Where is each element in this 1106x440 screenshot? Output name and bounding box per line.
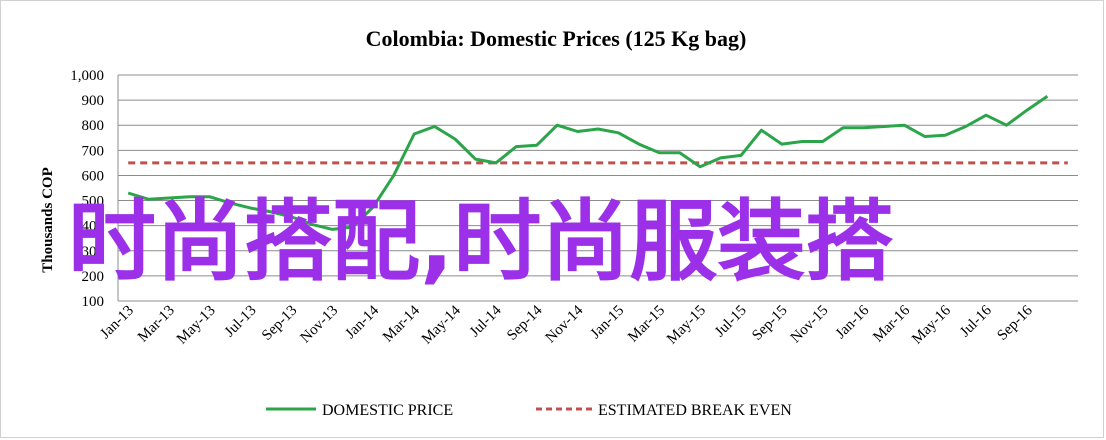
gridlines [117,74,1078,302]
series-lines [127,95,1068,231]
x-tick-Sep-14: Sep-14 [504,302,546,344]
y-tick-400: 400 [82,219,105,235]
y-tick-200: 200 [82,269,105,285]
x-tick-Nov-15: Nov-15 [788,303,832,347]
y-tick-800: 800 [82,118,105,134]
y-tick-1000: 1,000 [70,68,104,84]
y-tick-600: 600 [82,168,105,184]
y-tick-labels: 100 200 300 400 500 600 700 800 900 1,000 [70,68,104,310]
y-tick-900: 900 [82,93,105,109]
x-tick-May-14: May-14 [419,302,464,347]
x-tick-Jul-14: Jul-14 [467,302,505,340]
x-tick-Jul-13: Jul-13 [222,303,260,341]
y-tick-300: 300 [82,244,105,260]
x-tick-May-13: May-13 [174,303,219,348]
x-tick-May-16: May-16 [909,302,954,347]
legend: DOMESTIC PRICE ESTIMATED BREAK EVEN [266,402,792,419]
x-tick-Sep-16: Sep-16 [994,302,1036,344]
x-tick-Sep-13: Sep-13 [259,303,300,344]
x-tick-Jan-14: Jan-14 [343,302,383,342]
series-line-domestic-price [127,95,1049,231]
y-tick-500: 500 [82,194,105,210]
legend-label-domestic-price: DOMESTIC PRICE [322,402,453,419]
chart-title: Colombia: Domestic Prices (125 Kg bag) [366,26,747,51]
x-tick-Jul-16: Jul-16 [957,302,995,340]
x-tick-Mar-15: Mar-15 [625,303,668,346]
x-tick-Nov-13: Nov-13 [298,303,342,347]
x-tick-May-15: May-15 [664,303,709,348]
legend-label-break-even: ESTIMATED BREAK EVEN [598,402,792,419]
x-tick-Jan-15: Jan-15 [588,303,628,343]
watermark-overlay-text: 时尚搭配,时尚服装搭 [68,190,893,293]
x-tick-Mar-16: Mar-16 [870,302,913,345]
x-tick-Jul-15: Jul-15 [712,303,750,341]
y-tick-100: 100 [82,294,105,310]
x-tick-Nov-14: Nov-14 [543,302,587,346]
y-tick-700: 700 [82,143,105,159]
x-tick-Sep-15: Sep-15 [749,303,790,344]
x-tick-Mar-14: Mar-14 [380,302,423,345]
x-tick-Jan-16: Jan-16 [833,302,873,342]
y-axis-label: Thousands COP [40,167,56,272]
x-tick-Mar-13: Mar-13 [135,303,178,346]
